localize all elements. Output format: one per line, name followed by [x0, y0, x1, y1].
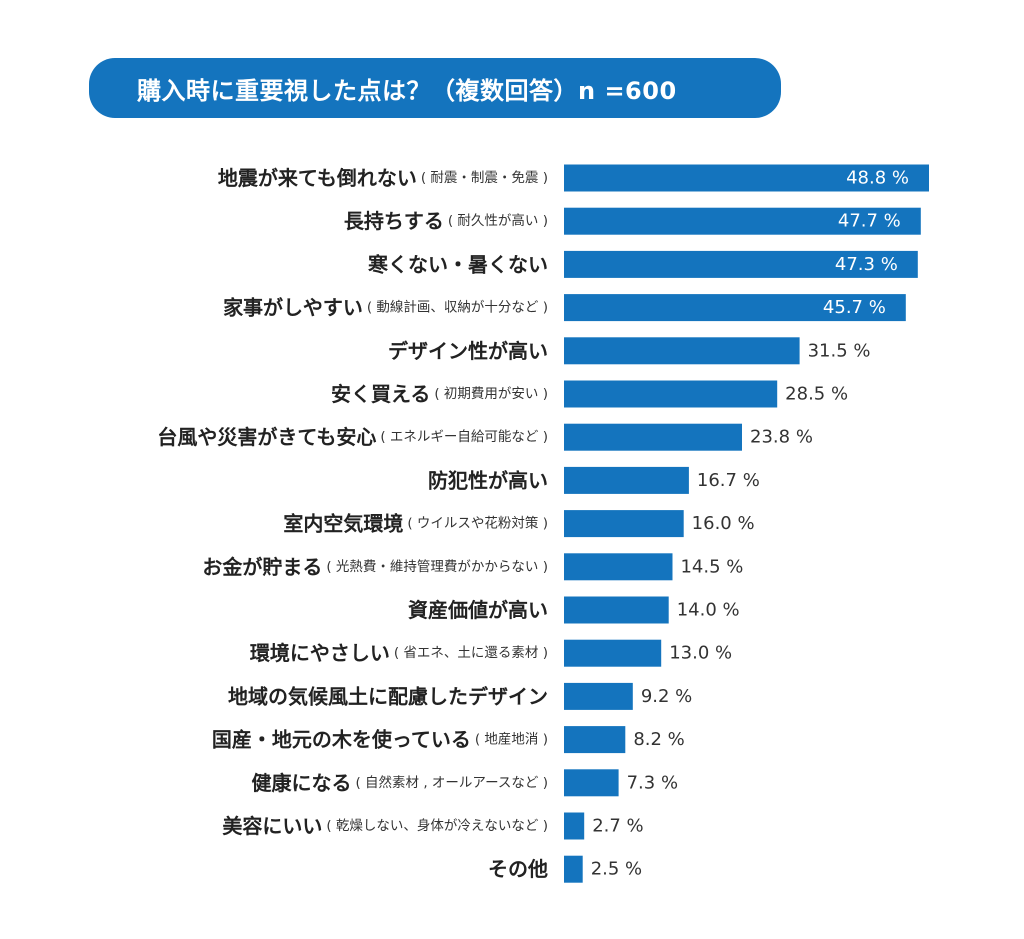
category-label-2: 長持ちする( 耐久性が高い )	[344, 209, 548, 233]
category-label-14: 国産・地元の木を使っている( 地産地消 )	[212, 728, 548, 752]
value-label-11: 14.0 %	[677, 600, 740, 621]
category-main-text: 環境にやさしい	[250, 641, 390, 665]
category-main-text: 防犯性が高い	[428, 468, 548, 492]
category-main-text: 室内空気環境	[283, 512, 403, 536]
category-label-1: 地震が来ても倒れない( 耐震・制震・免震 )	[218, 166, 548, 190]
value-label-13: 9.2 %	[641, 686, 692, 707]
bar-12	[564, 639, 662, 667]
bar-15	[564, 769, 619, 797]
category-main-text: 地域の気候風土に配慮したデザイン	[228, 684, 548, 708]
value-label-2: 47.7 %	[838, 211, 901, 232]
category-main-text: 寒くない・暑くない	[368, 252, 548, 276]
value-label-16: 2.7 %	[592, 816, 643, 837]
category-main-text: 資産価値が高い	[408, 598, 548, 622]
bar-4	[564, 294, 906, 322]
category-label-5: デザイン性が高い	[388, 339, 548, 363]
value-label-4: 45.7 %	[823, 297, 886, 318]
category-note-text: ( 地産地消 )	[475, 732, 548, 748]
bar-7	[564, 423, 742, 451]
category-note-text: ( 光熱費・維持管理費がかからない )	[326, 559, 548, 575]
category-note-text: ( 耐震・制震・免震 )	[421, 170, 548, 186]
category-main-text: 安く買える	[331, 382, 430, 406]
title-banner: 購入時に重要視した点は？（複数回答）n =600	[89, 58, 781, 118]
bar-5	[564, 337, 800, 365]
category-label-16: 美容にいい( 乾燥しない、身体が冷えないなど )	[222, 814, 548, 838]
bar-10	[564, 553, 673, 581]
category-note-text: ( 耐久性が高い )	[448, 212, 548, 229]
category-note-text: ( 自然素材 , オールアースなど )	[355, 774, 548, 791]
value-label-6: 28.5 %	[785, 384, 848, 405]
value-label-15: 7.3 %	[627, 772, 678, 793]
category-label-8: 防犯性が高い	[428, 468, 548, 492]
bar-6	[564, 380, 778, 408]
value-label-7: 23.8 %	[750, 427, 813, 448]
category-label-6: 安く買える( 初期費用が安い )	[331, 382, 548, 406]
bar-14	[564, 726, 626, 754]
value-label-8: 16.7 %	[697, 470, 760, 491]
category-main-text: 国産・地元の木を使っている	[212, 728, 471, 752]
category-label-17: その他	[488, 857, 548, 881]
value-label-12: 13.0 %	[669, 643, 732, 664]
bar-3	[564, 250, 918, 278]
bar-1	[564, 164, 929, 192]
bar-11	[564, 596, 669, 624]
bar-13	[564, 682, 633, 710]
category-main-text: 台風や災害がきても安心	[157, 425, 376, 449]
category-note-text: ( 初期費用が安い )	[434, 385, 548, 402]
category-main-text: 美容にいい	[222, 814, 322, 838]
category-label-4: 家事がしやすい( 動線計画、収納が十分など )	[223, 296, 548, 320]
value-label-1: 48.8 %	[846, 168, 909, 189]
category-label-9: 室内空気環境( ウイルスや花粉対策 )	[283, 512, 548, 536]
bar-16	[564, 812, 585, 840]
category-label-3: 寒くない・暑くない	[368, 252, 548, 276]
category-label-11: 資産価値が高い	[408, 598, 548, 622]
value-label-9: 16.0 %	[692, 513, 755, 534]
bar-17	[564, 855, 583, 883]
category-note-text: ( 省エネ、土に還る素材 )	[394, 645, 548, 661]
chart-title: 購入時に重要視した点は？（複数回答）n =600	[137, 76, 677, 105]
category-main-text: デザイン性が高い	[388, 339, 548, 363]
category-main-text: 健康になる	[251, 771, 351, 795]
value-label-14: 8.2 %	[633, 729, 684, 750]
bar-9	[564, 510, 684, 538]
category-main-text: お金が貯まる	[202, 555, 322, 579]
value-label-5: 31.5 %	[808, 340, 871, 361]
value-label-17: 2.5 %	[591, 859, 642, 880]
category-main-text: 地震が来ても倒れない	[218, 166, 417, 190]
bar-8	[564, 466, 689, 494]
category-main-text: その他	[488, 857, 548, 881]
category-label-15: 健康になる( 自然素材 , オールアースなど )	[251, 771, 548, 795]
category-label-12: 環境にやさしい( 省エネ、土に還る素材 )	[250, 641, 548, 665]
category-label-13: 地域の気候風土に配慮したデザイン	[228, 684, 548, 708]
category-note-text: ( 動線計画、収納が十分など )	[367, 300, 548, 316]
value-label-3: 47.3 %	[835, 254, 898, 275]
value-label-10: 14.5 %	[680, 556, 743, 577]
category-note-text: ( ウイルスや花粉対策 )	[407, 515, 548, 532]
category-label-10: お金が貯まる( 光熱費・維持管理費がかからない )	[202, 555, 548, 579]
category-note-text: ( 乾燥しない、身体が冷えないなど )	[326, 818, 548, 834]
category-main-text: 家事がしやすい	[223, 296, 363, 320]
category-main-text: 長持ちする	[344, 209, 444, 233]
category-label-7: 台風や災害がきても安心( エネルギー自給可能など )	[157, 425, 548, 449]
bar-2	[564, 207, 921, 235]
category-note-text: ( エネルギー自給可能など )	[380, 429, 548, 445]
